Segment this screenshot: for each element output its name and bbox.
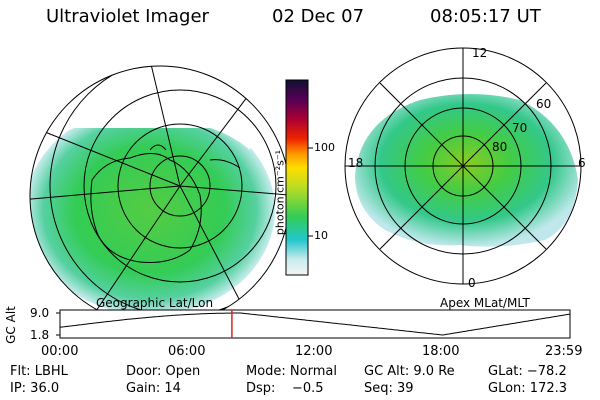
altitude-curve [59, 312, 571, 336]
altitude-plot-frame [59, 309, 571, 339]
right-map-caption: Apex MLat/MLT [440, 296, 530, 310]
altitude-x-tick-1200: 12:00 [295, 344, 333, 359]
instrument-title: Ultraviolet Imager [46, 6, 209, 27]
info-ip: IP: 36.0 [10, 381, 60, 396]
mlt-label-6: 6 [578, 156, 586, 170]
altitude-x-tick-0600: 06:00 [168, 344, 206, 359]
altitude-y-tick-high: 9.0 [30, 306, 50, 320]
info-filter: Flt: LBHL [10, 364, 68, 379]
right-map-outline [344, 47, 582, 285]
mlat-label-60: 60 [536, 97, 552, 111]
mlat-label-80: 80 [492, 140, 508, 154]
altitude-x-tick-0000: 00:00 [41, 344, 79, 359]
info-seq: Seq: 39 [364, 381, 414, 396]
time-label: 08:05:17 UT [430, 6, 541, 27]
info-gc-alt: GC Alt: 9.0 Re [364, 364, 455, 379]
altitude-y-tick-low: 1.8 [30, 328, 50, 342]
colorbar-tick-100: 100 [314, 141, 335, 154]
info-glon: GLon: 172.3 [488, 381, 568, 396]
altitude-x-tick-1800: 18:00 [422, 344, 460, 359]
mlat-label-70: 70 [512, 121, 528, 135]
date-label: 02 Dec 07 [272, 6, 365, 27]
info-dsp: Dsp: −0.5 [246, 381, 324, 396]
altitude-y-label: GC Alt [3, 306, 18, 344]
colorbar-tick-10: 10 [314, 229, 328, 242]
info-mode: Mode: Normal [246, 364, 337, 379]
mlt-label-0: 0 [468, 276, 476, 290]
mlt-label-12: 12 [472, 46, 488, 60]
colorbar-unit-label: photon cm⁻²s⁻¹ [273, 149, 287, 236]
info-glat: GLat: −78.2 [488, 364, 567, 379]
apex-map [345, 48, 581, 284]
altitude-x-tick-2359: 23:59 [545, 344, 583, 359]
left-map-caption: Geographic Lat/Lon [96, 296, 214, 310]
mlt-label-18: 18 [348, 156, 364, 170]
colorbar [285, 79, 309, 276]
geographic-map [30, 66, 290, 321]
info-door: Door: Open [126, 364, 201, 379]
info-gain: Gain: 14 [126, 381, 181, 396]
